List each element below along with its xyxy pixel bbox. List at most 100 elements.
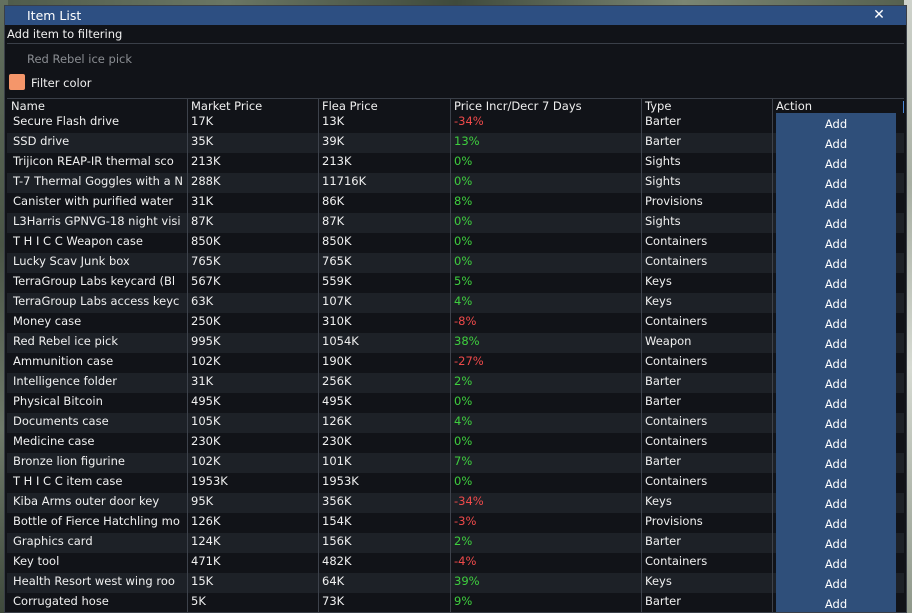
price-change: 0%: [454, 254, 473, 268]
price-change: 0%: [454, 214, 473, 228]
add-button[interactable]: Add: [776, 353, 896, 373]
item-type: Keys: [645, 574, 672, 588]
add-button[interactable]: Add: [776, 213, 896, 233]
item-name: Physical Bitcoin: [13, 394, 103, 408]
column-header-flea-price[interactable]: Flea Price: [322, 99, 378, 113]
item-name: Medicine case: [13, 434, 95, 448]
close-icon[interactable]: ✕: [873, 7, 885, 23]
add-button[interactable]: Add: [776, 493, 896, 513]
add-button[interactable]: Add: [776, 133, 896, 153]
item-name: Trijicon REAP-IR thermal sco: [13, 154, 174, 168]
add-button[interactable]: Add: [776, 393, 896, 413]
flea-price: 230K: [322, 434, 352, 448]
market-price: 250K: [191, 314, 221, 328]
item-name: Ammunition case: [13, 354, 114, 368]
item-type: Containers: [645, 554, 708, 568]
price-change: 4%: [454, 414, 473, 428]
add-button[interactable]: Add: [776, 413, 896, 433]
price-change: 9%: [454, 594, 473, 608]
add-button[interactable]: Add: [776, 573, 896, 593]
item-name: Secure Flash drive: [13, 114, 120, 128]
flea-price: 39K: [322, 134, 345, 148]
market-price: 35K: [191, 134, 214, 148]
add-button[interactable]: Add: [776, 433, 896, 453]
flea-price: 156K: [322, 534, 352, 548]
item-name: Money case: [13, 314, 82, 328]
item-name: Canister with purified water: [13, 194, 174, 208]
add-button[interactable]: Add: [776, 593, 896, 612]
add-button[interactable]: Add: [776, 473, 896, 493]
price-change: 13%: [454, 134, 480, 148]
title-bar[interactable]: Item List ✕: [5, 6, 906, 25]
price-change: 0%: [454, 474, 473, 488]
table-row: Physical Bitcoin 495K 495K 0% Barter Add: [7, 393, 904, 413]
column-header-action[interactable]: Action: [776, 99, 813, 113]
item-type: Barter: [645, 114, 681, 128]
column-header-price-change[interactable]: Price Incr/Decr 7 Days: [454, 99, 582, 113]
table-row: Kiba Arms outer door key 95K 356K -34% Keys A…: [7, 493, 904, 513]
column-header-market-price[interactable]: Market Price: [191, 99, 263, 113]
flea-price: 64K: [322, 574, 345, 588]
add-button[interactable]: Add: [776, 513, 896, 533]
market-price: 105K: [191, 414, 221, 428]
price-change: -8%: [454, 314, 477, 328]
item-name: Graphics card: [13, 534, 93, 548]
item-name: Documents case: [13, 414, 109, 428]
add-button[interactable]: Add: [776, 253, 896, 273]
item-name: Corrugated hose: [13, 594, 109, 608]
background-scene-right: [904, 0, 912, 613]
market-price: 124K: [191, 534, 221, 548]
table-row: T H I C C Weapon case 850K 850K 0% Container…: [7, 233, 904, 253]
add-button[interactable]: Add: [776, 153, 896, 173]
item-name: SSD drive: [13, 134, 70, 148]
price-change: -27%: [454, 354, 484, 368]
table-scrollbar[interactable]: [903, 101, 904, 113]
table-row: Key tool 471K 482K -4% Containers Add: [7, 553, 904, 573]
add-button[interactable]: Add: [776, 313, 896, 333]
add-button[interactable]: Add: [776, 193, 896, 213]
price-change: 8%: [454, 194, 473, 208]
market-price: 230K: [191, 434, 221, 448]
add-button[interactable]: Add: [776, 373, 896, 393]
price-change: 0%: [454, 174, 473, 188]
item-type: Keys: [645, 494, 672, 508]
add-button[interactable]: Add: [776, 533, 896, 553]
item-type: Barter: [645, 134, 681, 148]
market-price: 5K: [191, 594, 206, 608]
price-change: 2%: [454, 374, 473, 388]
column-separator: [450, 99, 451, 612]
item-name: T-7 Thermal Goggles with a N: [13, 174, 183, 188]
item-name: T H I C C item case: [13, 474, 123, 488]
price-change: 0%: [454, 154, 473, 168]
column-header-type[interactable]: Type: [645, 99, 672, 113]
add-button[interactable]: Add: [776, 273, 896, 293]
item-type: Keys: [645, 274, 672, 288]
filter-color-swatch[interactable]: [9, 74, 25, 90]
flea-price: 356K: [322, 494, 352, 508]
flea-price: 765K: [322, 254, 352, 268]
add-button[interactable]: Add: [776, 453, 896, 473]
item-name: Red Rebel ice pick: [13, 334, 119, 348]
table-row: Lucky Scav Junk box 765K 765K 0% Containers A…: [7, 253, 904, 273]
add-button[interactable]: Add: [776, 173, 896, 193]
column-header-name[interactable]: Name: [11, 99, 45, 113]
table-row: SSD drive 35K 39K 13% Barter Add: [7, 133, 904, 153]
table-header: Name Market Price Flea Price Price Incr/…: [7, 99, 904, 114]
add-button[interactable]: Add: [776, 293, 896, 313]
add-button[interactable]: Add: [776, 333, 896, 353]
filter-item-input[interactable]: Red Rebel ice pick: [27, 52, 133, 66]
item-type: Barter: [645, 374, 681, 388]
market-price: 765K: [191, 254, 221, 268]
filter-color-label: Filter color: [31, 76, 92, 90]
flea-price: 1953K: [322, 474, 359, 488]
add-button[interactable]: Add: [776, 113, 896, 133]
table-row: Bronze lion figurine 102K 101K 7% Barter Add: [7, 453, 904, 473]
table-row: L3Harris GPNVG-18 night visi 87K 87K 0% Sigh…: [7, 213, 904, 233]
add-button[interactable]: Add: [776, 553, 896, 573]
price-change: 4%: [454, 294, 473, 308]
item-type: Provisions: [645, 514, 703, 528]
table-row: Medicine case 230K 230K 0% Containers Add: [7, 433, 904, 453]
price-change: 5%: [454, 274, 473, 288]
table-row: T H I C C item case 1953K 1953K 0% Container…: [7, 473, 904, 493]
add-button[interactable]: Add: [776, 233, 896, 253]
